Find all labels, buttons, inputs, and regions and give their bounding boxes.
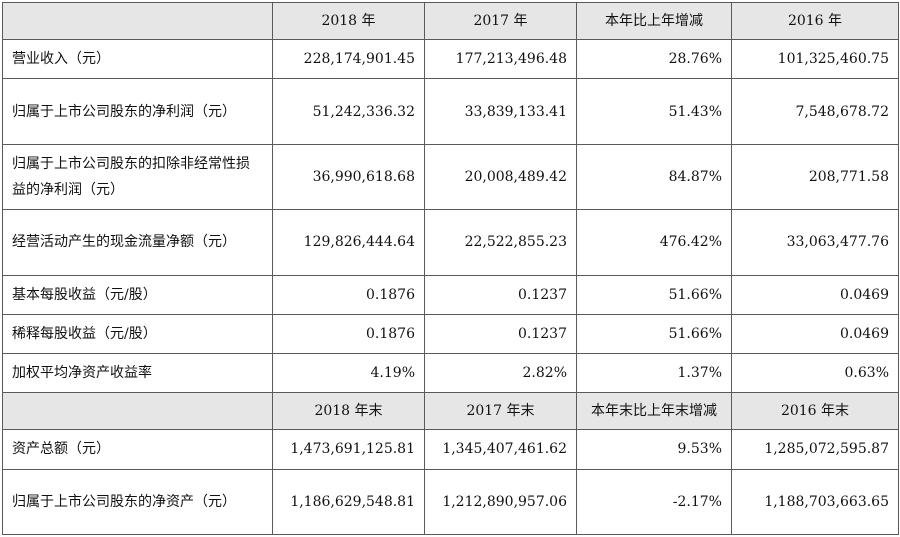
header-row-1: 2018 年 2017 年本年比上年增减 2016 年 bbox=[2, 1, 899, 41]
value-cell: 9.53% bbox=[576, 429, 732, 470]
row-label: 基本每股收益（元/股） bbox=[2, 274, 273, 315]
column-header: 2018 年 bbox=[272, 1, 425, 41]
table-row: 营业收入（元） 228,174,901.45 177,213,496.48 28.76… bbox=[2, 39, 899, 80]
value-cell: 101,325,460.75 bbox=[731, 39, 899, 80]
table-row: 归属于上市公司股东的净利润（元） 51,242,336.32 33,839,133.… bbox=[2, 78, 899, 145]
value-cell: 1.37% bbox=[576, 352, 732, 394]
value-cell: 129,826,444.64 bbox=[272, 209, 425, 276]
value-cell: 51.43% bbox=[576, 78, 732, 145]
value-cell: 1,285,072,595.87 bbox=[731, 429, 899, 470]
table-row: 归属于上市公司股东的扣除非经常性损益的净利润（元） 36,990,618.68 20… bbox=[2, 143, 899, 211]
column-header bbox=[2, 392, 273, 431]
value-cell: 28.76% bbox=[576, 39, 732, 80]
value-cell: 22,522,855.23 bbox=[424, 209, 577, 276]
value-cell: 0.1876 bbox=[272, 313, 425, 354]
row-label: 归属于上市公司股东的净利润（元） bbox=[2, 78, 273, 145]
row-label: 加权平均净资产收益率 bbox=[2, 352, 273, 394]
value-cell: 208,771.58 bbox=[731, 143, 899, 211]
value-cell: 4.19% bbox=[272, 352, 425, 394]
value-cell: 20,008,489.42 bbox=[424, 143, 577, 211]
value-cell: 84.87% bbox=[576, 143, 732, 211]
value-cell: 0.0469 bbox=[731, 274, 899, 315]
value-cell: 51,242,336.32 bbox=[272, 78, 425, 145]
row-label: 稀释每股收益（元/股） bbox=[2, 313, 273, 354]
value-cell: 1,212,890,957.06 bbox=[424, 468, 577, 536]
column-header: 2018 年末 bbox=[272, 392, 425, 431]
value-cell: 0.1237 bbox=[424, 313, 577, 354]
value-cell: 177,213,496.48 bbox=[424, 39, 577, 80]
value-cell: 33,839,133.41 bbox=[424, 78, 577, 145]
value-cell: 1,188,703,663.65 bbox=[731, 468, 899, 536]
column-header: 2017 年末 bbox=[424, 392, 577, 431]
value-cell: 1,473,691,125.81 bbox=[272, 429, 425, 470]
value-cell: 0.1876 bbox=[272, 274, 425, 315]
value-cell: 51.66% bbox=[576, 274, 732, 315]
value-cell: -2.17% bbox=[576, 468, 732, 536]
value-cell: 1,345,407,461.62 bbox=[424, 429, 577, 470]
value-cell: 33,063,477.76 bbox=[731, 209, 899, 276]
table-row: 经营活动产生的现金流量净额（元） 129,826,444.64 22,522,855… bbox=[2, 209, 899, 276]
value-cell: 7,548,678.72 bbox=[731, 78, 899, 145]
column-header bbox=[2, 1, 273, 41]
value-cell: 228,174,901.45 bbox=[272, 39, 425, 80]
row-label: 归属于上市公司股东的净资产（元） bbox=[2, 468, 273, 536]
column-header: 2017 年 bbox=[424, 1, 577, 41]
row-label: 资产总额（元） bbox=[2, 429, 273, 470]
column-header: 本年末比上年末增减 bbox=[576, 392, 732, 431]
value-cell: 2.82% bbox=[424, 352, 577, 394]
row-label: 经营活动产生的现金流量净额（元） bbox=[2, 209, 273, 276]
value-cell: 0.1237 bbox=[424, 274, 577, 315]
table-row: 加权平均净资产收益率 4.19% 2.82% 1.37% 0.63% bbox=[2, 352, 899, 394]
value-cell: 0.63% bbox=[731, 352, 899, 394]
column-header: 本年比上年增减 bbox=[576, 1, 732, 41]
table-row: 稀释每股收益（元/股） 0.1876 0.1237 51.66% 0.0469 bbox=[2, 313, 899, 354]
value-cell: 1,186,629,548.81 bbox=[272, 468, 425, 536]
column-header: 2016 年末 bbox=[731, 392, 899, 431]
table-row: 资产总额（元） 1,473,691,125.81 1,345,407,461.62 9… bbox=[2, 429, 899, 470]
value-cell: 476.42% bbox=[576, 209, 732, 276]
value-cell: 36,990,618.68 bbox=[272, 143, 425, 211]
column-header: 2016 年 bbox=[731, 1, 899, 41]
value-cell: 51.66% bbox=[576, 313, 732, 354]
header-row-2: 2018 年末 2017 年末 本年末比上年末增减 2016 年末 bbox=[2, 392, 899, 431]
row-label: 归属于上市公司股东的扣除非经常性损益的净利润（元） bbox=[2, 143, 273, 211]
row-label: 营业收入（元） bbox=[2, 39, 273, 80]
table-row: 归属于上市公司股东的净资产（元） 1,186,629,548.81 1,212,89… bbox=[2, 468, 899, 536]
table-row: 基本每股收益（元/股） 0.1876 0.1237 51.66% 0.0469 bbox=[2, 274, 899, 315]
value-cell: 0.0469 bbox=[731, 313, 899, 354]
